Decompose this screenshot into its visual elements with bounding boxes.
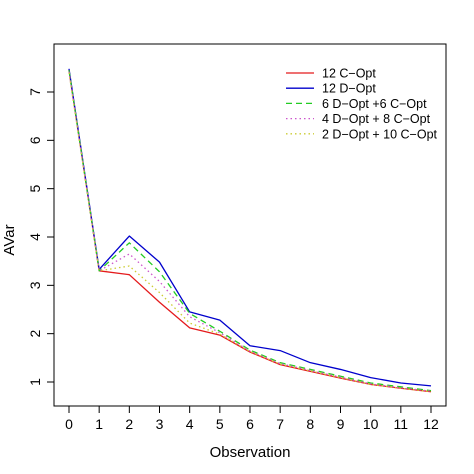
series-5 (68, 72, 432, 393)
legend-label: 12 D−Opt (322, 82, 376, 96)
legend-label: 2 D−Opt + 10 C−Opt (322, 127, 438, 141)
x-tick-label: 10 (363, 416, 379, 432)
legend-entry: 12 C−Opt (286, 67, 376, 81)
y-tick-label: 2 (27, 330, 43, 338)
y-tick-label: 4 (27, 233, 43, 241)
x-tick-label: 9 (337, 416, 345, 432)
x-tick-label: 7 (276, 416, 284, 432)
series-4 (68, 71, 432, 392)
x-tick-label: 0 (65, 416, 73, 432)
legend-entry: 2 D−Opt + 10 C−Opt (286, 127, 438, 141)
x-tick-label: 4 (186, 416, 194, 432)
y-tick-label: 5 (27, 185, 43, 193)
legend-label: 4 D−Opt + 8 C−Opt (322, 112, 431, 126)
legend-entry: 4 D−Opt + 8 C−Opt (286, 112, 431, 126)
series-line (68, 68, 432, 387)
series-line (68, 72, 432, 393)
x-axis-label: Observation (210, 444, 291, 461)
series-line (68, 70, 432, 392)
x-tick-label: 1 (95, 416, 103, 432)
series-2 (68, 68, 432, 387)
y-tick-label: 7 (27, 88, 43, 96)
legend-label: 12 C−Opt (322, 67, 376, 81)
series-3 (68, 70, 432, 392)
y-axis-label: AVar (1, 224, 18, 255)
x-tick-label: 5 (216, 416, 224, 432)
x-tick-label: 11 (394, 416, 409, 432)
x-tick-label: 3 (156, 416, 164, 432)
x-tick-label: 12 (423, 416, 439, 432)
series-line (68, 71, 432, 392)
x-tick-label: 2 (125, 416, 133, 432)
legend-entry: 12 D−Opt (286, 82, 376, 96)
y-tick-label: 6 (27, 136, 43, 144)
legend-label: 6 D−Opt +6 C−Opt (322, 97, 427, 111)
y-tick-label: 1 (27, 378, 43, 386)
y-tick-label: 3 (27, 281, 43, 289)
x-tick-label: 6 (246, 416, 254, 432)
legend-entry: 6 D−Opt +6 C−Opt (286, 97, 427, 111)
x-tick-label: 8 (306, 416, 314, 432)
